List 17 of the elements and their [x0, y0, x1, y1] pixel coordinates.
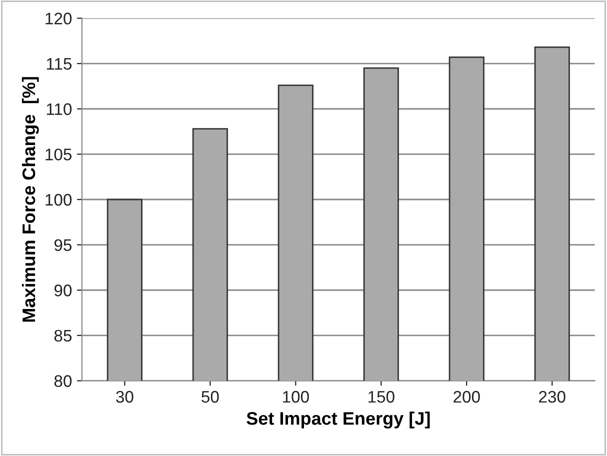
- y-tick-label: 100: [46, 194, 72, 206]
- x-tick-label: 230: [539, 390, 566, 403]
- y-tick-label: 115: [46, 58, 72, 70]
- y-axis-title: Maximum Force Change [%]: [22, 77, 39, 322]
- x-tick-label: 100: [283, 390, 309, 403]
- y-tick-label: 80: [54, 375, 72, 387]
- x-tick-label: 30: [116, 390, 134, 403]
- y-tick-label: 105: [46, 148, 72, 160]
- x-tick-label: 200: [454, 390, 480, 403]
- x-tick-label: 50: [202, 390, 219, 403]
- x-tick-label: 150: [368, 390, 394, 403]
- y-tick-label: 95: [54, 239, 72, 252]
- x-axis-title: Set Impact Energy [J]: [246, 412, 430, 428]
- y-tick-label: 120: [46, 12, 72, 24]
- y-tick-label: 110: [46, 103, 72, 116]
- y-tick-label: 90: [54, 284, 72, 296]
- y-tick-label: 85: [54, 330, 72, 342]
